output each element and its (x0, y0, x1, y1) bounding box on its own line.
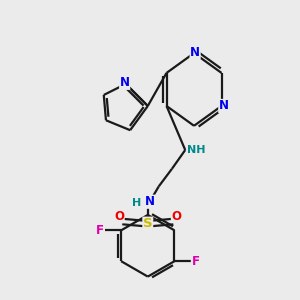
Text: N: N (190, 46, 200, 59)
Text: O: O (114, 209, 124, 223)
Text: N: N (120, 76, 130, 89)
Text: N: N (219, 100, 229, 112)
Text: NH: NH (187, 145, 206, 155)
Text: F: F (191, 255, 200, 268)
Text: F: F (96, 224, 104, 237)
Text: S: S (143, 217, 153, 230)
Text: N: N (145, 195, 155, 208)
Text: H: H (132, 198, 141, 208)
Text: O: O (171, 209, 182, 223)
